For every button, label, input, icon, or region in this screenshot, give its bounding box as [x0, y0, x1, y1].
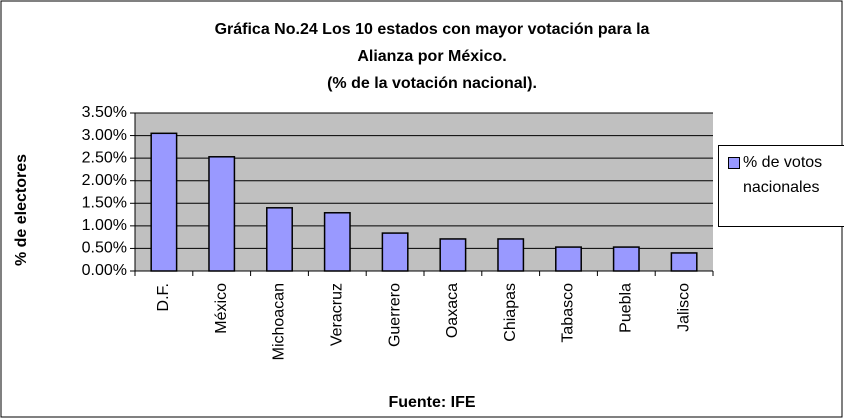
- legend: % de votos nacionales: [718, 145, 844, 227]
- x-axis-title: Fuente: IFE: [388, 394, 475, 411]
- bar: [381, 232, 409, 272]
- y-tick-label: 2.00%: [82, 172, 127, 189]
- bar: [670, 252, 698, 272]
- bar: [439, 238, 467, 272]
- x-tick-label: Veracruz: [329, 283, 346, 346]
- x-tick-label: Guerrero: [386, 283, 403, 347]
- legend-swatch: [728, 157, 740, 169]
- y-axis-title: % de electores: [13, 154, 30, 266]
- x-tick-label: Puebla: [618, 283, 635, 333]
- y-tick-label: 0.50%: [82, 240, 127, 257]
- legend-label: % de votos nacionales: [743, 154, 823, 196]
- bar: [323, 212, 351, 272]
- bar: [150, 132, 178, 272]
- x-tick-label: D.F.: [155, 283, 172, 311]
- chart-title: Gráfica No.24 Los 10 estados con mayor v…: [215, 21, 650, 38]
- x-tick-label: Chiapas: [502, 283, 519, 342]
- y-tick-label: 3.00%: [82, 127, 127, 144]
- x-tick-label: Oaxaca: [444, 283, 461, 338]
- x-tick-label: Michoacan: [271, 283, 288, 360]
- bar: [612, 246, 640, 272]
- x-tick-label: Jalisco: [675, 283, 692, 332]
- y-tick-label: 1.00%: [82, 217, 127, 234]
- x-tick-label: México: [213, 283, 230, 334]
- bar: [208, 156, 236, 272]
- y-tick-label: 3.50%: [82, 104, 127, 121]
- bar: [497, 238, 525, 272]
- bar: [266, 207, 293, 272]
- y-tick-label: 1.50%: [82, 195, 127, 212]
- y-tick-label: 2.50%: [82, 149, 127, 166]
- chart-title: (% de la votación nacional).: [327, 75, 537, 92]
- x-tick-label: Tabasco: [560, 283, 577, 343]
- chart-title: Alianza por México.: [357, 48, 506, 65]
- y-tick-label: 0.00%: [82, 262, 127, 279]
- bar: [555, 246, 582, 272]
